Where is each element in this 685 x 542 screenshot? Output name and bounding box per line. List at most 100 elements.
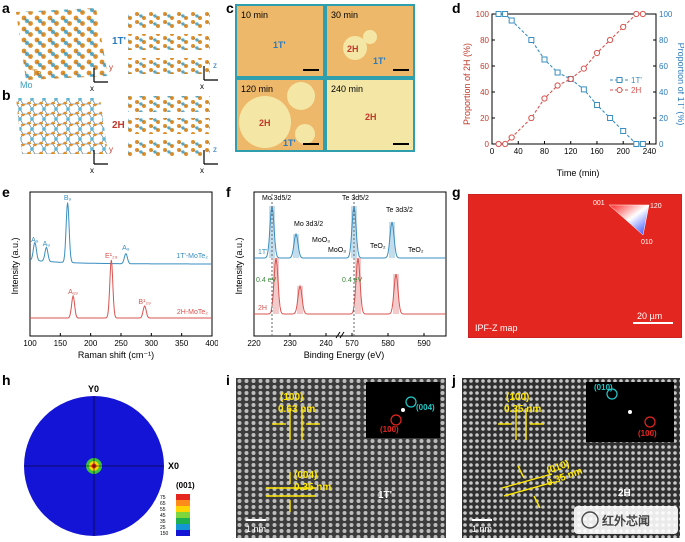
pole-legend-35: 35 [160, 519, 166, 525]
label-1tp-10: 1T' [273, 40, 286, 50]
axis-x-b-side: x [200, 166, 204, 174]
point-1-5 [554, 82, 561, 89]
point-0-3 [528, 37, 535, 43]
xtick-label-d-2: 80 [540, 147, 549, 156]
pole-legend-65: 65 [160, 501, 166, 507]
scale-label-i: 1 nm [246, 524, 266, 534]
xps-peak-fill-1-2 [355, 258, 361, 314]
point-1-1 [502, 140, 509, 148]
ytick-label-right-d-3: 60 [659, 62, 668, 71]
point-0-11 [633, 141, 640, 147]
watermark-text: 红外芯闻 [602, 513, 650, 528]
pole-figure: Y0 X0 (001) 75 65 55 45 35 25 150 [24, 384, 195, 537]
peak-label-1-2: B¹₂₉ [138, 299, 151, 306]
ipf-legend-triangle [608, 204, 650, 236]
legend-120: 120 [650, 203, 662, 210]
peak-label-0-3: A₉ [122, 245, 130, 252]
point-1-7 [580, 65, 587, 72]
peak-label-0-1: A₉ [43, 241, 51, 248]
ytick-label-right-d-2: 40 [659, 88, 668, 97]
xps-peak-fill-1-0 [273, 258, 279, 314]
axis-x-b: x [90, 166, 94, 174]
2h-side-layer-3 [128, 140, 210, 156]
xps-series-label-0: 1T' [258, 249, 268, 256]
point-1-2 [508, 134, 515, 141]
lattice-marks-j [498, 408, 555, 509]
1t-prime-side-layer-3 [128, 58, 210, 74]
ytick-label-right-d-0: 0 [659, 140, 664, 149]
panel-letter-f: f [226, 184, 231, 200]
hrtem-1t-prime: (004) (100) (100) 0.63 nm (004) 0.35 nm … [236, 378, 446, 538]
tile-10min [237, 6, 323, 76]
pole-x0: X0 [168, 461, 179, 471]
xtick-label-d-1: 40 [514, 147, 523, 156]
fft-label-100: (100) [380, 425, 399, 434]
point-1-9 [606, 36, 614, 44]
xtick-label-e-1: 150 [54, 339, 68, 348]
plot-frame-f [253, 191, 447, 337]
2h-top-view [16, 98, 108, 154]
xps-label-6: TeO₂ [370, 243, 386, 250]
point-0-4 [541, 56, 548, 63]
panel-letter-d: d [452, 0, 461, 16]
peak-label-1-1: E¹₂₉ [105, 253, 118, 260]
axis-y-a: y [109, 63, 113, 72]
point-1-10 [620, 23, 627, 31]
xtick-label-e-6: 400 [205, 339, 218, 348]
chart-phase-proportion: Proportion of 2H (%) Proportion of 1T' (… [462, 10, 684, 178]
plane-004-i: (004) [294, 470, 317, 481]
ylabel-right-1tp: Proportion of 1T' (%) [676, 43, 684, 126]
fft-label-100-j: (100) [638, 429, 657, 438]
point-1-8 [593, 49, 601, 57]
axis-y-b: y [109, 145, 113, 154]
xps-label-9: 0.4 eV [342, 277, 363, 284]
pole-legend-55: 55 [160, 507, 166, 513]
axis-z-a: z [213, 61, 217, 70]
spectrum-1 [30, 259, 212, 319]
panel-letter-b: b [2, 87, 11, 103]
phase-label-b: 2H [112, 120, 125, 131]
ytick-label-left-d-1: 20 [480, 114, 489, 123]
xps-spectrum-1 [254, 257, 446, 315]
point-0-5 [554, 69, 561, 76]
ipf-scale: 20 µm [637, 311, 662, 321]
xtick-label-f-0: 220 [247, 339, 261, 348]
legend-marker-0 [616, 77, 623, 83]
watermark-box [574, 506, 678, 534]
xps-label-2: MoO₃ [312, 237, 330, 244]
plane-100-j: (100) [506, 392, 529, 403]
xtick-label-e-4: 300 [145, 339, 159, 348]
axis-z-b: z [213, 145, 217, 154]
chart-raman: Intensity (a.u.) Raman shift (cm⁻¹) 100 1… [10, 191, 218, 360]
crystal-structure-figure: 1T' 2H Te Mo x y x z x y x z [16, 8, 218, 174]
xtick-label-d-4: 160 [590, 147, 604, 156]
scale-label-j: 1 nm [472, 524, 492, 534]
fft-label-004: (004) [416, 403, 435, 412]
xps-label-8: 0.4 eV [256, 277, 277, 284]
xps-peak-fill-1-1 [297, 286, 303, 314]
panel-letter-a: a [2, 0, 10, 16]
panel-letter-g: g [452, 184, 461, 200]
xtick-label-e-3: 250 [114, 339, 128, 348]
xlabel-xps: Binding Energy (eV) [304, 350, 385, 360]
ylabel-left-2h: Proportion of 2H (%) [462, 43, 472, 125]
label-2h-120: 2H [259, 118, 271, 128]
panel-letter-c: c [226, 0, 234, 16]
xps-series-label-1: 2H [258, 305, 267, 312]
pole-legend-75: 75 [160, 495, 166, 501]
series-label-e-1: 2H-MoTe₂ [177, 309, 208, 316]
xlabel-time: Time (min) [557, 168, 600, 178]
xtick-label-d-3: 120 [564, 147, 578, 156]
pole-legend-45: 45 [160, 513, 166, 519]
point-1-0 [495, 140, 502, 148]
point-1-11 [633, 10, 640, 18]
panel-letter-e: e [2, 184, 10, 200]
axes-a-side [203, 66, 218, 81]
time-120min: 120 min [241, 84, 273, 94]
time-240min: 240 min [331, 84, 363, 94]
legend-001: 001 [593, 200, 605, 207]
legend-010: 010 [641, 239, 653, 246]
phase-label-i: 1T' [378, 490, 392, 501]
ipf-label: IPF-Z map [475, 323, 518, 333]
1t-prime-side-layer-1 [128, 12, 210, 28]
